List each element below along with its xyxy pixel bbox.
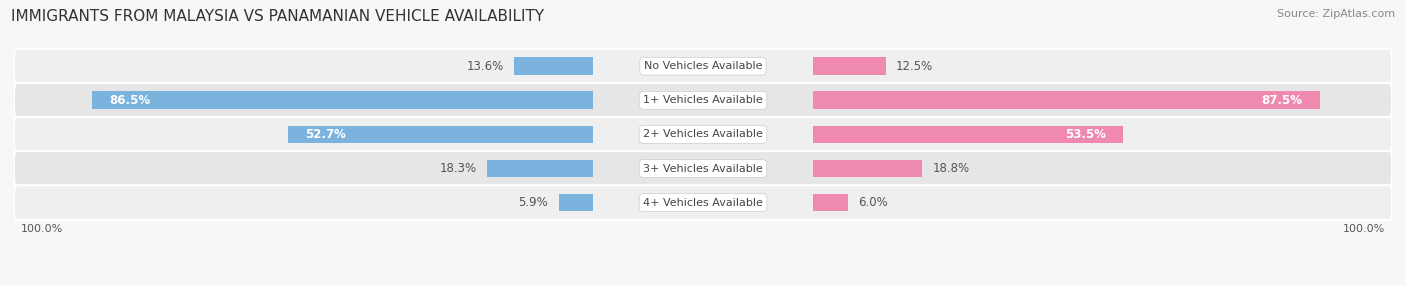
- Bar: [558, 194, 593, 211]
- Bar: [813, 194, 848, 211]
- Text: 18.3%: 18.3%: [440, 162, 477, 175]
- Text: 5.9%: 5.9%: [519, 196, 548, 209]
- FancyBboxPatch shape: [14, 49, 1392, 84]
- Bar: [93, 92, 593, 109]
- Bar: [813, 126, 1123, 143]
- Bar: [288, 126, 593, 143]
- Text: 86.5%: 86.5%: [110, 94, 150, 107]
- FancyBboxPatch shape: [14, 185, 1392, 220]
- Bar: [515, 57, 593, 75]
- FancyBboxPatch shape: [14, 151, 1392, 186]
- Text: 12.5%: 12.5%: [896, 60, 934, 73]
- Text: IMMIGRANTS FROM MALAYSIA VS PANAMANIAN VEHICLE AVAILABILITY: IMMIGRANTS FROM MALAYSIA VS PANAMANIAN V…: [11, 9, 544, 23]
- Text: 100.0%: 100.0%: [21, 224, 63, 234]
- Text: 2+ Vehicles Available: 2+ Vehicles Available: [643, 130, 763, 139]
- Text: 18.8%: 18.8%: [932, 162, 970, 175]
- Text: No Vehicles Available: No Vehicles Available: [644, 61, 762, 71]
- FancyBboxPatch shape: [14, 83, 1392, 118]
- Bar: [813, 57, 886, 75]
- Text: 1+ Vehicles Available: 1+ Vehicles Available: [643, 95, 763, 105]
- Text: 87.5%: 87.5%: [1261, 94, 1302, 107]
- Bar: [813, 92, 1320, 109]
- Text: Source: ZipAtlas.com: Source: ZipAtlas.com: [1277, 9, 1395, 19]
- Text: 100.0%: 100.0%: [1343, 224, 1385, 234]
- Text: 4+ Vehicles Available: 4+ Vehicles Available: [643, 198, 763, 208]
- Text: 53.5%: 53.5%: [1064, 128, 1105, 141]
- Text: 3+ Vehicles Available: 3+ Vehicles Available: [643, 164, 763, 174]
- Bar: [813, 160, 922, 177]
- Text: 13.6%: 13.6%: [467, 60, 503, 73]
- Bar: [486, 160, 593, 177]
- Text: 6.0%: 6.0%: [858, 196, 889, 209]
- FancyBboxPatch shape: [14, 117, 1392, 152]
- Text: 52.7%: 52.7%: [305, 128, 346, 141]
